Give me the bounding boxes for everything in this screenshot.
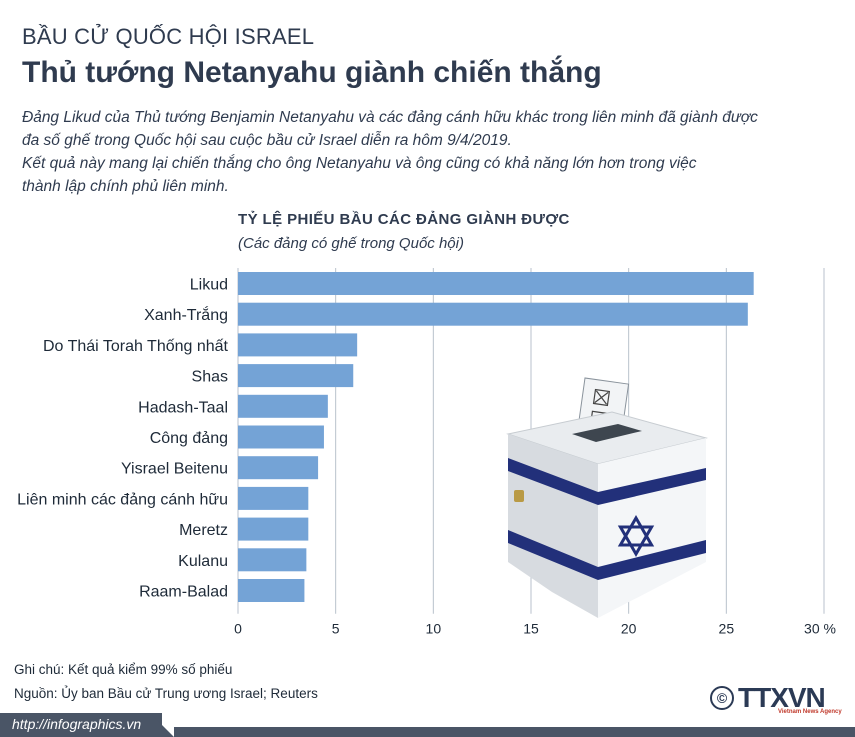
source-note: Nguồn: Ủy ban Bầu cử Trung ương Israel; … [14,686,318,701]
bar [238,302,748,326]
headline: Thủ tướng Netanyahu giành chiến thắng [22,56,602,89]
logo-text: TTXVN [738,682,826,713]
logo-subtitle: Vietnam News Agency [778,709,842,715]
intro-line: Kết quả này mang lại chiến thắng cho ông… [22,155,697,172]
bar [238,425,324,449]
bar [238,548,307,572]
intro-line: thành lập chính phủ liên minh. [22,178,229,195]
category-label: Do Thái Torah Thống nhất [43,338,229,355]
category-label: Công đảng [150,430,228,447]
x-tick-label: 10 [426,621,442,637]
intro-text: Đảng Likud của Thủ tướng Benjamin Netany… [22,106,837,198]
x-tick-label: 30 % [804,621,836,637]
bar [238,456,319,480]
bar-chart: Likud Xanh-Trắng Do Thái Torah Thống nhất S… [17,268,836,637]
bar [238,333,358,357]
footer-bar: http://infographics.vn [0,713,855,737]
ticks-layer: 0 5 10 15 20 25 30 % [234,621,836,637]
bar [238,579,305,602]
chart-subtitle: (Các đảng có ghế trong Quốc hội) [238,235,464,252]
chart-note: Ghi chú: Kết quả kiểm 99% số phiếu [14,662,233,677]
copyright-icon: © [710,686,734,710]
category-label: Xanh-Trắng [144,305,228,324]
category-label: Shas [192,369,228,386]
category-label: Yisrael Beitenu [121,461,228,478]
ballot-box-icon [506,377,708,618]
x-tick-label: 20 [621,621,637,637]
category-label: Liên minh các đảng cánh hữu [17,491,228,508]
labels-layer: Likud Xanh-Trắng Do Thái Torah Thống nhất S… [17,277,228,601]
kicker-title: BẦU CỬ QUỐC HỘI ISRAEL [22,24,315,49]
site-link[interactable]: http://infographics.vn [12,716,142,732]
bar [238,272,754,295]
x-tick-label: 15 [523,621,539,637]
chart-title: TỶ LỆ PHIẾU BẦU CÁC ĐẢNG GIÀNH ĐƯỢC [238,211,570,228]
intro-line: Đảng Likud của Thủ tướng Benjamin Netany… [22,109,758,126]
bar [238,364,354,388]
x-tick-label: 0 [234,621,242,637]
category-label: Meretz [179,522,228,539]
category-label: Likud [190,277,228,294]
category-label: Raam-Balad [139,584,228,601]
bar [238,517,309,541]
ttxvn-logo: © TTXVN Vietnam News Agency [710,682,848,715]
intro-line: đa số ghế trong Quốc hội sau cuộc bầu cử… [22,132,512,149]
x-tick-label: 5 [332,621,340,637]
category-label: Kulanu [178,553,228,570]
bar [238,394,328,418]
bar [238,486,309,510]
x-tick-label: 25 [719,621,735,637]
bars-layer [238,272,754,602]
category-label: Hadash-Taal [138,399,228,416]
